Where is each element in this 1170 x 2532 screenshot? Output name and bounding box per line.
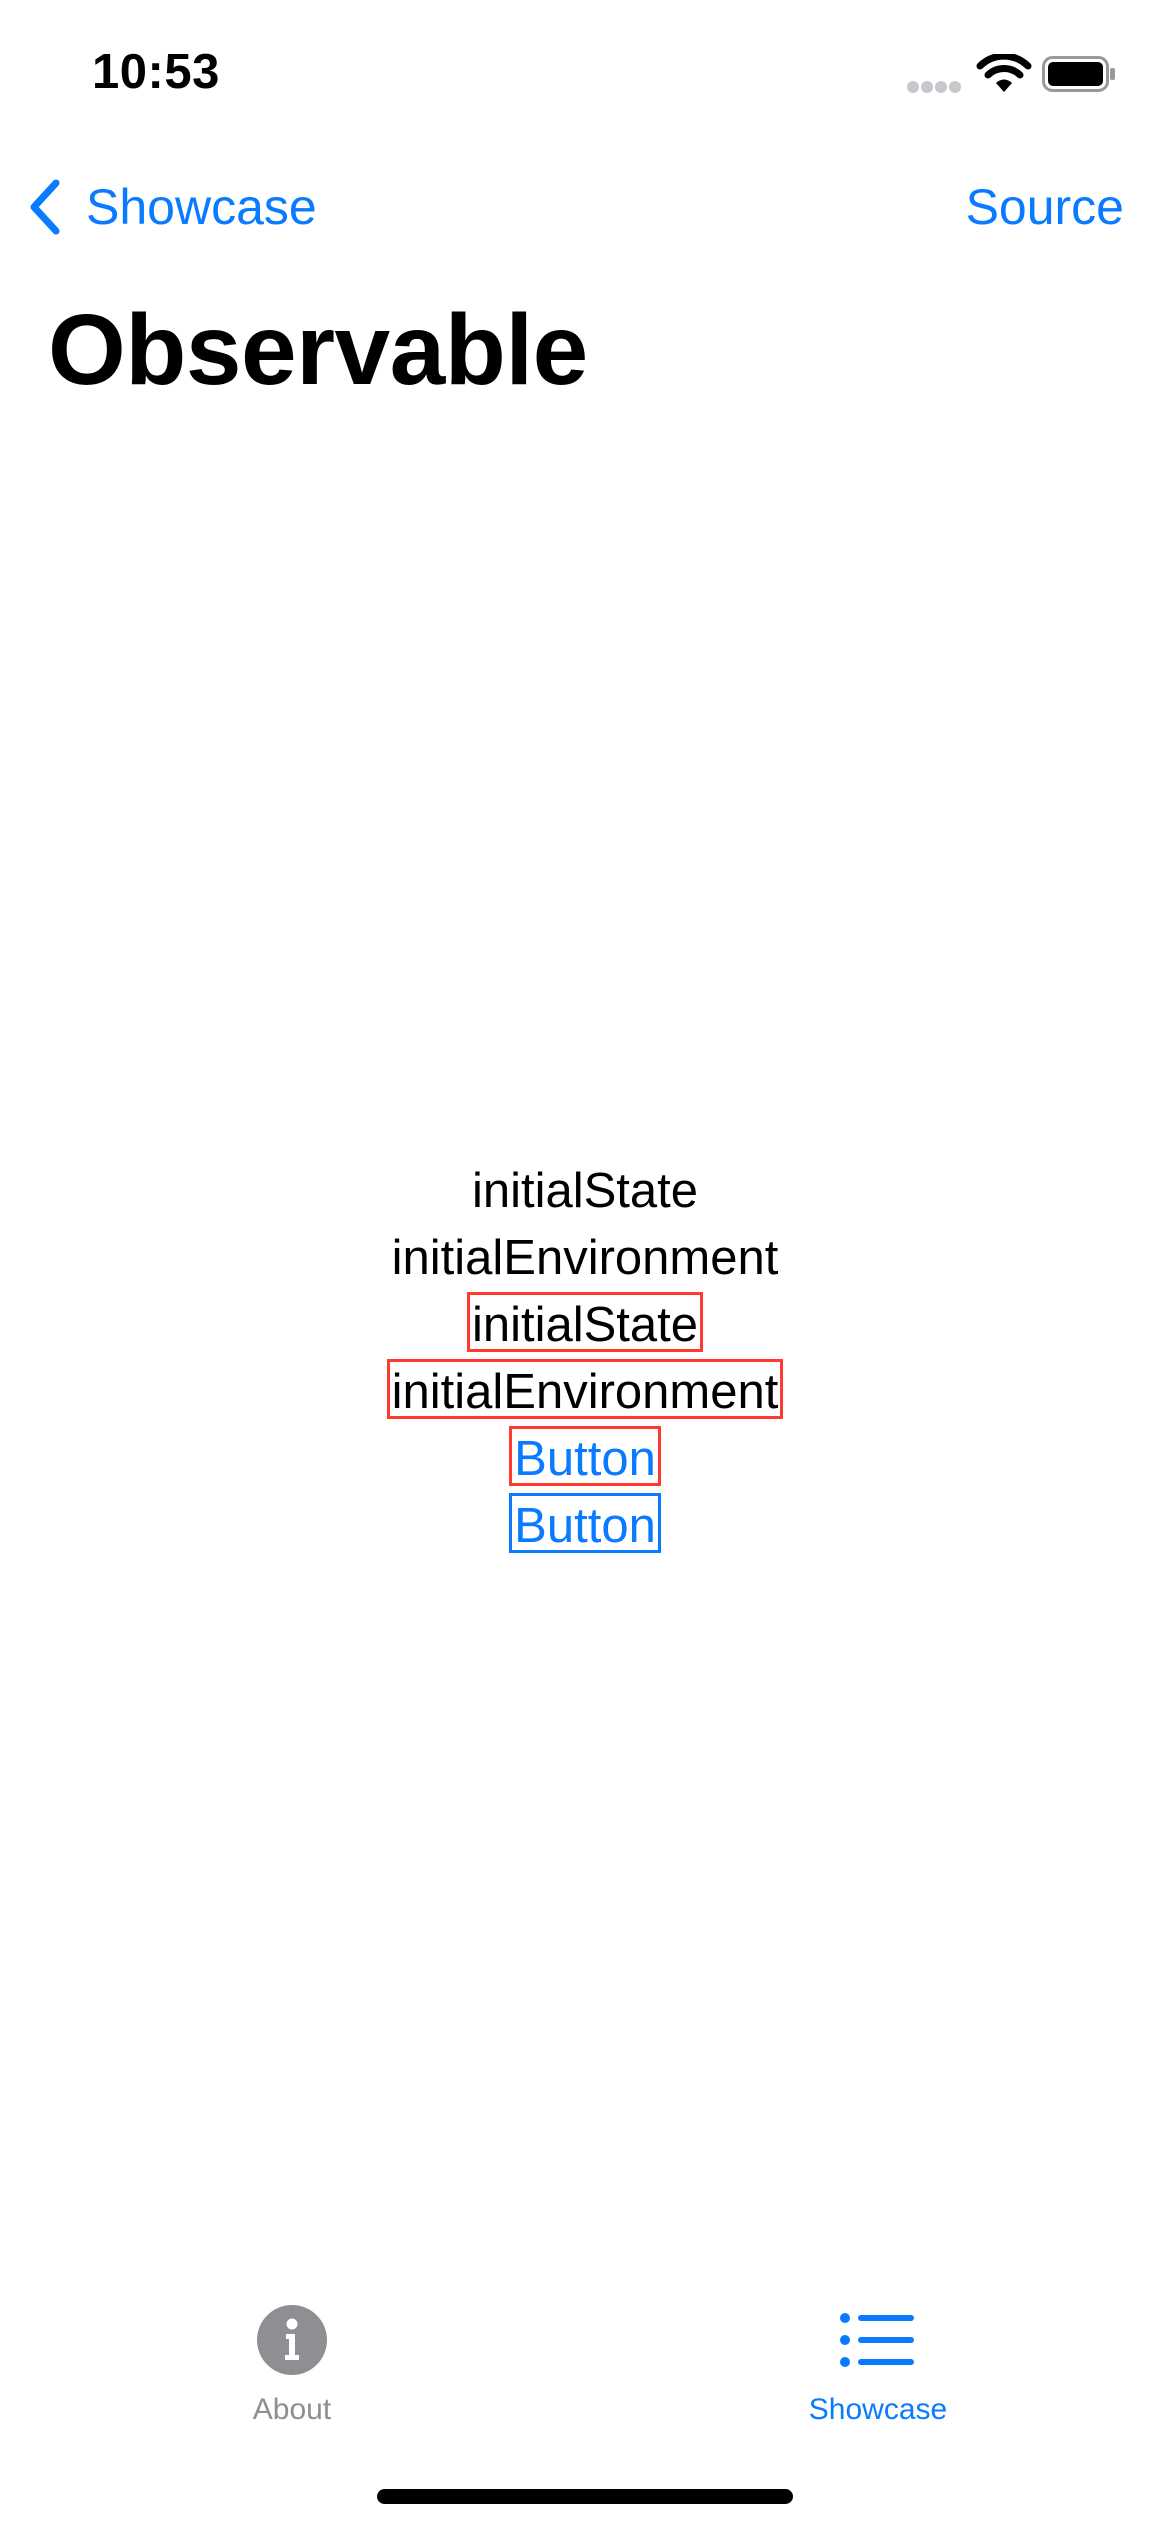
button-red-outline[interactable]: Button <box>509 1426 661 1486</box>
status-time: 10:53 <box>92 45 220 99</box>
initial-environment-outlined-text: initialEnvironment <box>386 1359 784 1419</box>
info-circle-icon <box>254 2302 330 2378</box>
page-title: Observable <box>48 294 588 406</box>
observable-content: initialState initialEnvironment initialS… <box>0 1158 1170 1560</box>
cellular-signal-icon <box>907 81 961 93</box>
back-button[interactable]: Showcase <box>24 176 317 238</box>
tab-showcase[interactable]: Showcase <box>728 2302 1028 2428</box>
home-indicator <box>377 2489 793 2504</box>
initial-environment-text: initialEnvironment <box>391 1231 779 1285</box>
button-blue-outline[interactable]: Button <box>509 1493 661 1553</box>
back-button-label: Showcase <box>86 179 317 235</box>
tab-about-label: About <box>252 2393 332 2426</box>
tab-showcase-label: Showcase <box>808 2393 948 2426</box>
tab-about[interactable]: About <box>142 2302 442 2428</box>
battery-icon <box>1042 56 1115 92</box>
chevron-left-icon <box>30 179 60 235</box>
wifi-icon <box>976 54 1032 92</box>
status-bar: 10:53 <box>0 0 1170 150</box>
list-bullet-icon <box>840 2302 916 2378</box>
initial-state-outlined-text: initialState <box>466 1292 704 1352</box>
initial-state-text: initialState <box>471 1164 699 1218</box>
source-button[interactable]: Source <box>965 179 1124 235</box>
